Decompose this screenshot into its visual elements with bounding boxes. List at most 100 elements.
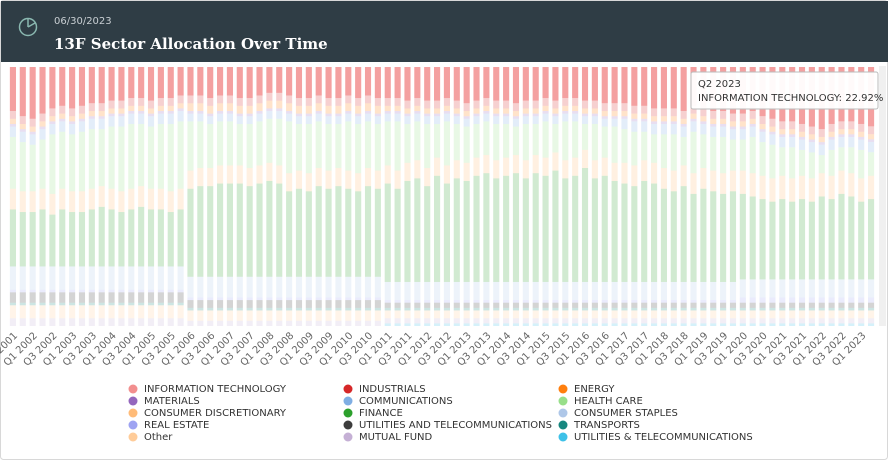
bar-segment — [739, 126, 746, 130]
bar-segment — [78, 318, 86, 326]
bar-segment — [29, 318, 36, 326]
bar-segment — [848, 196, 855, 280]
bar-segment — [424, 100, 431, 109]
bar-segment — [138, 113, 145, 124]
bar-segment — [384, 105, 391, 112]
bar-segment — [345, 121, 352, 171]
bar-segment — [542, 310, 549, 319]
bar-segment — [680, 123, 687, 127]
bar-segment — [177, 108, 184, 112]
bar-segment — [621, 318, 628, 324]
legend-item[interactable]: INDUSTRIALS — [343, 384, 426, 395]
header-icon — [18, 17, 38, 37]
bar-segment — [295, 170, 303, 189]
bar-segment — [483, 323, 490, 326]
bar-segment — [739, 121, 746, 127]
bar-segment — [226, 121, 233, 166]
bar-segment — [641, 307, 648, 311]
bar-segment — [749, 297, 756, 303]
legend-item[interactable]: FINANCE — [343, 408, 403, 419]
legend-item[interactable]: CONSUMER STAPLES — [558, 408, 678, 419]
bar-segment — [394, 98, 401, 106]
bar-segment — [700, 123, 707, 135]
bar-segment — [187, 170, 194, 189]
legend-item[interactable]: Other — [128, 432, 174, 443]
bar-segment — [759, 310, 766, 319]
bar-segment — [147, 188, 155, 210]
bar-segment — [434, 157, 441, 176]
bar-segment — [720, 302, 727, 308]
bar-segment — [177, 289, 184, 293]
bar-segment — [404, 318, 411, 324]
bar-segment — [305, 116, 312, 124]
bar-segment — [611, 126, 618, 163]
bar-segment — [739, 279, 746, 298]
bar-segment — [315, 320, 322, 326]
bar-segment — [581, 108, 589, 114]
bar-segment — [601, 126, 608, 158]
bar-segment — [29, 289, 36, 293]
legend-item[interactable]: UTILITIES & TELECOMMUNICATIONS — [558, 432, 753, 443]
bar-segment — [503, 323, 510, 326]
bar-segment — [295, 105, 303, 114]
bar-segment — [207, 320, 214, 326]
bar-segment — [572, 111, 579, 114]
bar-segment — [98, 118, 105, 130]
bar-segment — [759, 318, 766, 324]
bar-segment — [749, 310, 756, 319]
bar-segment — [532, 100, 539, 109]
bar-segment — [443, 307, 450, 311]
bar-segment — [522, 178, 529, 282]
bar-segment — [236, 165, 243, 184]
legend-item[interactable]: CONSUMER DISCRETIONARY — [128, 408, 287, 419]
bar-segment — [522, 116, 529, 124]
bar-segment — [246, 310, 253, 321]
bar-segment — [414, 178, 421, 282]
bar-segment — [167, 67, 174, 99]
bar-segment — [700, 310, 707, 319]
bar-segment — [355, 173, 362, 192]
bar-segment — [335, 307, 342, 311]
legend-item[interactable]: UTILITIES AND TELECOMMUNICATIONS — [343, 420, 552, 431]
bar-segment — [798, 310, 806, 319]
legend-item[interactable]: ENERGY — [558, 384, 616, 395]
bar-segment — [9, 289, 16, 293]
bar-segment — [759, 129, 766, 132]
legend-item[interactable]: HEALTH CARE — [558, 396, 643, 407]
bar-segment — [246, 98, 253, 106]
bar-segment — [542, 98, 549, 106]
bar-segment — [295, 98, 303, 106]
legend-item[interactable]: TRANSPORTS — [558, 420, 640, 431]
bar-segment — [443, 281, 450, 301]
legend-item[interactable]: MUTUAL FUND — [343, 432, 433, 443]
bar-segment — [226, 113, 233, 122]
bar-segment — [581, 323, 589, 326]
bar-segment — [700, 134, 707, 169]
bar-segment — [147, 116, 155, 127]
bar-segment — [503, 116, 510, 124]
bar-segment — [345, 307, 352, 311]
bar-segment — [256, 276, 263, 298]
bar-segment — [532, 173, 539, 282]
legend-item[interactable]: INFORMATION TECHNOLOGY — [128, 384, 287, 395]
bar-segment — [591, 108, 598, 114]
legend-item[interactable]: MATERIALS — [128, 396, 200, 407]
bar-segment — [808, 126, 815, 135]
bar-segment — [276, 100, 283, 109]
bar-segment — [631, 121, 638, 132]
bar-segment — [789, 134, 796, 137]
bar-segment — [443, 318, 450, 324]
bar-segment — [720, 318, 727, 324]
bar-segment — [374, 188, 381, 277]
legend-item[interactable]: COMMUNICATIONS — [343, 396, 453, 407]
legend-item[interactable]: REAL ESTATE — [128, 420, 210, 431]
bar-segment — [98, 116, 105, 119]
bar-segment — [818, 196, 825, 280]
bar-segment — [177, 318, 184, 326]
bar-segment — [29, 118, 36, 127]
bar-segment — [503, 123, 510, 158]
bar-segment — [562, 111, 569, 114]
bar-segment — [779, 318, 786, 324]
bar-segment — [49, 266, 56, 290]
bar-segment — [78, 113, 86, 119]
